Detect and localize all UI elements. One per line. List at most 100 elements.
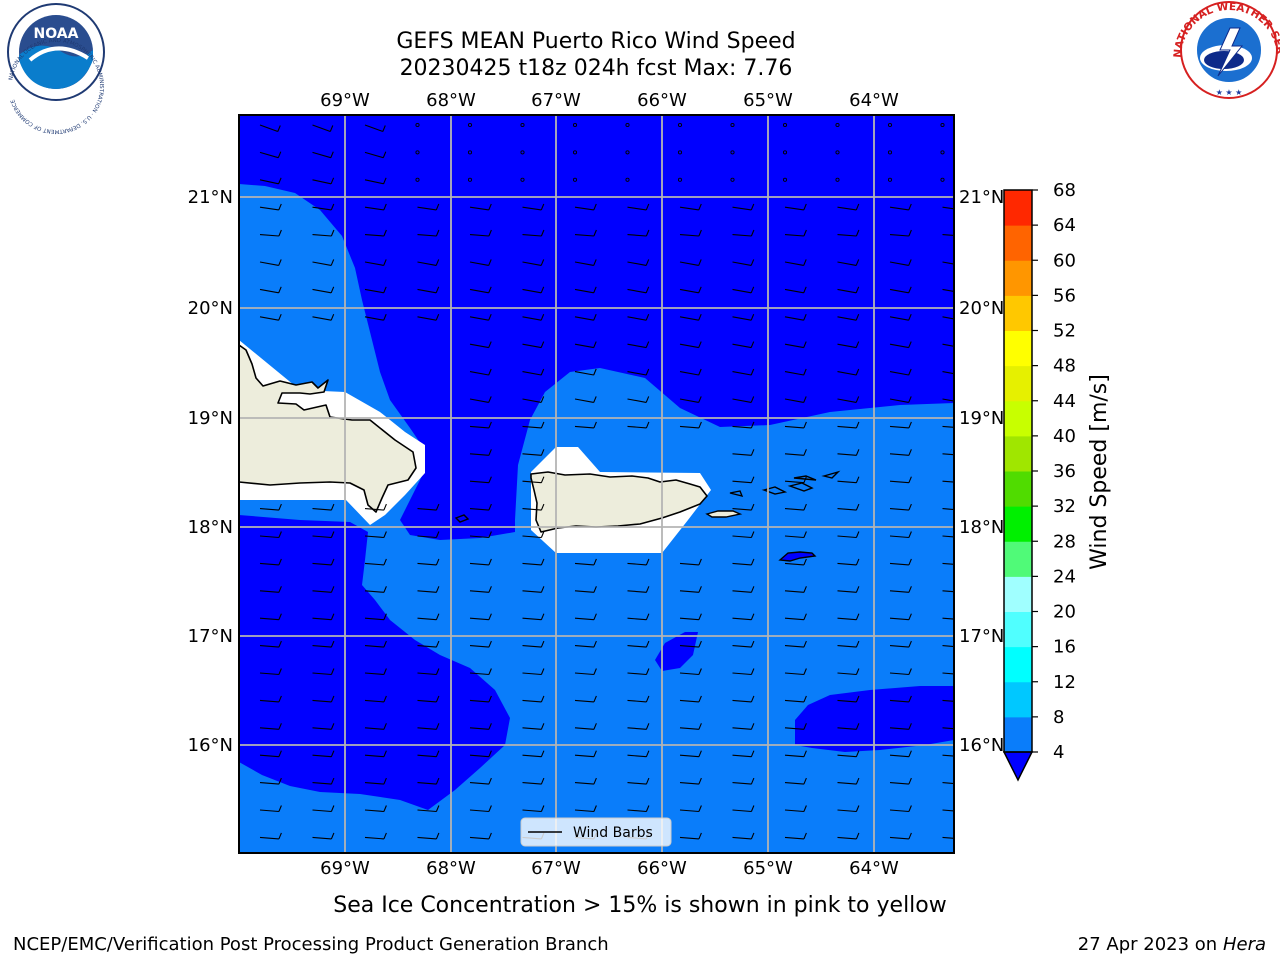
calm-region-north bbox=[239, 115, 954, 540]
calm-marker bbox=[415, 122, 420, 128]
calm-marker bbox=[730, 177, 735, 182]
lon-label-bottom: 64°W bbox=[849, 858, 899, 879]
lat-label-right: 21°N bbox=[959, 187, 1004, 208]
map-legend: Wind Barbs bbox=[520, 817, 672, 847]
colorbar-segment bbox=[1004, 400, 1032, 437]
calm-marker bbox=[572, 150, 578, 155]
colorbar-tick-label: 52 bbox=[1053, 321, 1076, 342]
colorbar-tick-label: 56 bbox=[1053, 285, 1076, 306]
colorbar-segment bbox=[1004, 576, 1032, 612]
colorbar-segment bbox=[1004, 611, 1032, 648]
calm-marker bbox=[677, 177, 683, 182]
calm-marker bbox=[625, 122, 630, 128]
calm-marker bbox=[467, 177, 473, 182]
calm-marker bbox=[887, 122, 893, 128]
hispaniola-land bbox=[239, 344, 417, 513]
calm-marker bbox=[887, 150, 893, 155]
lon-label-top: 67°W bbox=[531, 90, 581, 111]
lat-label-left: 16°N bbox=[188, 735, 233, 756]
map-panel bbox=[238, 114, 955, 854]
colorbar-segment bbox=[1004, 260, 1032, 296]
lon-label-top: 68°W bbox=[426, 90, 476, 111]
virgin-islands bbox=[729, 470, 841, 498]
colorbar-segment bbox=[1004, 681, 1032, 718]
calm-marker bbox=[415, 150, 420, 155]
title-line-2: 20230425 t18z 024h fcst Max: 7.76 bbox=[400, 56, 793, 81]
st-croix-island bbox=[778, 551, 817, 562]
calm-marker bbox=[835, 122, 840, 128]
colorbar-tick-label: 44 bbox=[1053, 391, 1076, 412]
lat-label-left: 20°N bbox=[188, 298, 233, 319]
calm-region-south bbox=[655, 632, 698, 671]
colorbar-segment bbox=[1004, 330, 1032, 367]
colorbar-segment bbox=[1004, 471, 1032, 507]
calm-marker bbox=[940, 177, 945, 182]
calm-marker bbox=[730, 150, 735, 155]
colorbar-tick-label: 28 bbox=[1053, 531, 1076, 552]
colorbar-segment bbox=[1004, 295, 1032, 331]
noaa-logo-text: NOAA bbox=[34, 26, 79, 42]
colorbar-segment bbox=[1004, 716, 1032, 753]
calm-marker bbox=[677, 122, 683, 128]
colorbar-tick-label: 24 bbox=[1053, 566, 1076, 587]
calm-marker bbox=[677, 150, 683, 155]
puerto-rico-land bbox=[530, 471, 708, 533]
colorbar-tick-label: 60 bbox=[1053, 250, 1076, 271]
colorbar-tick-label: 4 bbox=[1053, 742, 1064, 763]
sea-ice-caption: Sea Ice Concentration > 15% is shown in … bbox=[333, 893, 947, 918]
lat-label-right: 19°N bbox=[959, 408, 1004, 429]
colorbar-segment bbox=[1004, 365, 1032, 402]
lat-label-right: 16°N bbox=[959, 735, 1004, 756]
lon-label-top: 65°W bbox=[743, 90, 793, 111]
colorbar-segment bbox=[1004, 190, 1032, 226]
lat-label-right: 17°N bbox=[959, 626, 1004, 647]
colorbar-segment bbox=[1004, 506, 1032, 542]
calm-marker bbox=[887, 177, 893, 182]
colorbar-under-triangle bbox=[1002, 751, 1034, 782]
colorbar-tick-label: 64 bbox=[1053, 215, 1076, 236]
lat-label-right: 18°N bbox=[959, 517, 1004, 538]
gridlines bbox=[239, 115, 954, 853]
calm-marker bbox=[782, 177, 788, 182]
calm-marker bbox=[730, 122, 735, 128]
lat-label-left: 18°N bbox=[188, 517, 233, 538]
colorbar-tick-label: 8 bbox=[1053, 707, 1064, 728]
colorbar-tick-label: 68 bbox=[1053, 180, 1076, 201]
colorbar-segment bbox=[1004, 646, 1032, 683]
lon-label-bottom: 68°W bbox=[426, 858, 476, 879]
calm-marker bbox=[625, 177, 630, 182]
colorbar-tick-label: 48 bbox=[1053, 356, 1076, 377]
svg-text:★ ★ ★: ★ ★ ★ bbox=[1216, 88, 1243, 97]
colorbar-segment bbox=[1004, 541, 1032, 577]
colorbar-tick-label: 12 bbox=[1053, 672, 1076, 693]
calm-marker bbox=[782, 122, 788, 128]
calm-marker bbox=[835, 177, 840, 182]
lon-label-bottom: 67°W bbox=[531, 858, 581, 879]
colorbar-segment bbox=[1004, 435, 1032, 472]
colorbar-tick-label: 16 bbox=[1053, 637, 1076, 658]
legend-label: Wind Barbs bbox=[573, 825, 653, 841]
calm-marker bbox=[940, 122, 945, 128]
calm-marker bbox=[940, 150, 945, 155]
barb-strokes bbox=[259, 124, 954, 840]
calm-marker bbox=[467, 150, 473, 155]
calm-marker bbox=[625, 150, 630, 155]
lat-label-left: 19°N bbox=[188, 408, 233, 429]
lat-label-left: 21°N bbox=[188, 187, 233, 208]
org-credit: NCEP/EMC/Verification Post Processing Pr… bbox=[13, 934, 609, 955]
map-frame bbox=[238, 114, 955, 854]
calm-marker bbox=[835, 150, 840, 155]
calm-marker bbox=[572, 122, 578, 128]
lon-label-bottom: 69°W bbox=[320, 858, 370, 879]
calm-marker bbox=[520, 177, 525, 182]
vieques-island bbox=[705, 510, 743, 518]
date-credit: 27 Apr 2023 on Hera bbox=[1078, 934, 1266, 955]
calm-marker bbox=[782, 150, 788, 155]
colorbar-tick-label: 36 bbox=[1053, 461, 1076, 482]
lon-label-bottom: 65°W bbox=[743, 858, 793, 879]
noaa-logo: NOAA NATIONAL OCEANIC AND ATMOSPHERIC AD… bbox=[7, 3, 105, 134]
wind-barbs bbox=[259, 122, 954, 840]
calm-marker bbox=[415, 177, 420, 182]
